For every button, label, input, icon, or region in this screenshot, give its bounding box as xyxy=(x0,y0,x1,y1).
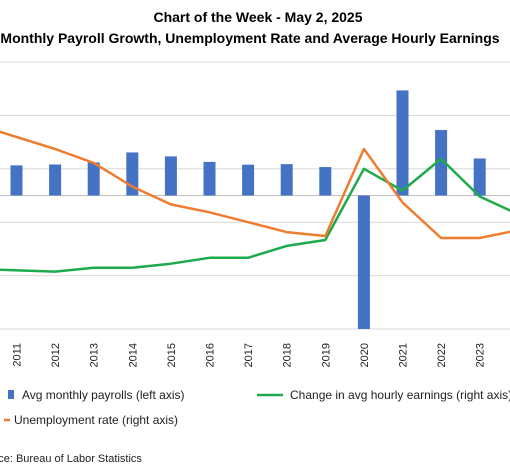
x-tick-label: 2012 xyxy=(50,343,62,367)
legend-swatch-payrolls xyxy=(8,390,14,399)
bar-2020 xyxy=(357,195,370,329)
bar-2015 xyxy=(164,156,177,196)
bar-2016 xyxy=(203,161,216,196)
x-tick-label: 2020 xyxy=(359,343,371,367)
chart-title: Chart of the Week - May 2, 2025 xyxy=(153,9,362,25)
x-tick-label: 2022 xyxy=(436,343,448,367)
source-note: Source: Bureau of Labor Statistics xyxy=(0,453,142,465)
x-tick-label: 2017 xyxy=(243,343,255,367)
legend-label-payrolls: Avg monthly payrolls (left axis) xyxy=(22,388,185,402)
legend-label-unemployment: Unemployment rate (right axis) xyxy=(14,413,178,427)
legend: Avg monthly payrolls (left axis) Change … xyxy=(4,388,510,427)
x-axis-tick-labels: 2011 2012 2013 2014 2015 2016 2017 2018 2019 2020… xyxy=(12,343,487,367)
x-tick-label: 2023 xyxy=(475,343,487,367)
x-tick-label: 2019 xyxy=(320,343,332,367)
bar-2012 xyxy=(49,164,62,196)
unemployment-line xyxy=(0,130,510,240)
line-series xyxy=(0,130,510,273)
legend-label-earnings: Change in avg hourly earnings (right axi… xyxy=(290,388,510,402)
bar-2023 xyxy=(473,158,486,196)
bar-2022 xyxy=(435,130,448,196)
x-tick-label: 2015 xyxy=(166,343,178,367)
bar-2013 xyxy=(87,162,100,196)
x-tick-label: 2016 xyxy=(205,343,217,367)
bar-2011 xyxy=(10,165,23,196)
earnings-line xyxy=(0,157,510,273)
x-tick-label: 2014 xyxy=(127,343,139,367)
bar-series xyxy=(10,90,486,329)
bar-2018 xyxy=(280,164,293,196)
x-tick-label: 2011 xyxy=(12,343,24,367)
bar-2017 xyxy=(242,164,255,196)
x-tick-label: 2013 xyxy=(89,343,101,367)
x-tick-label: 2021 xyxy=(398,343,410,367)
bar-2019 xyxy=(319,167,332,196)
x-tick-label: 2018 xyxy=(282,343,294,367)
chart-subtitle: Monthly Payroll Growth, Unemployment Rat… xyxy=(0,30,499,46)
gridlines xyxy=(0,61,510,330)
bar-2021 xyxy=(396,90,409,196)
